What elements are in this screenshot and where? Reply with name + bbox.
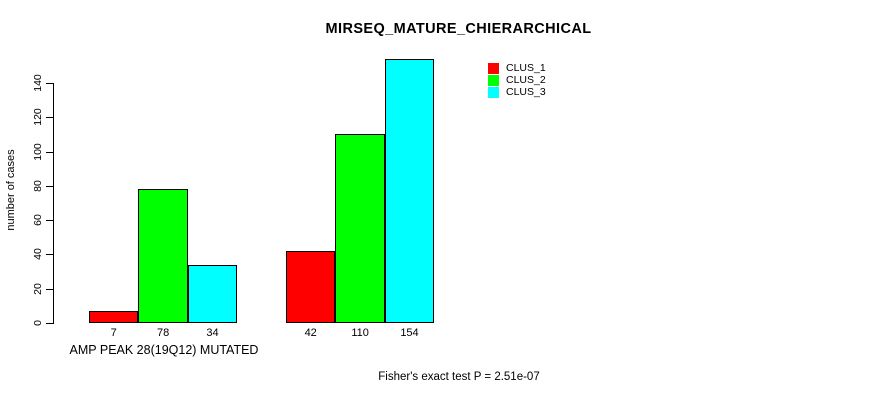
legend-row: CLUS_2 — [488, 74, 546, 86]
legend-swatch-clus-1 — [488, 62, 499, 74]
y-tick — [46, 83, 53, 84]
bar-value-label: 34 — [206, 327, 219, 339]
legend-swatch-clus-3 — [488, 86, 499, 98]
bar-clus-2-group1 — [138, 189, 188, 323]
bar-value-label: 42 — [304, 327, 317, 339]
y-axis-label: number of cases — [5, 149, 17, 231]
legend-swatch-clus-2 — [488, 74, 499, 86]
y-tick-label: 140 — [32, 74, 44, 92]
bar-clus-1-group2 — [286, 251, 336, 323]
y-tick-label: 80 — [32, 180, 44, 192]
y-tick — [46, 220, 53, 221]
legend-label: CLUS_3 — [506, 86, 546, 98]
chart-title: MIRSEQ_MATURE_CHIERARCHICAL — [325, 21, 592, 37]
y-tick-label: 20 — [32, 283, 44, 295]
y-tick — [46, 254, 53, 255]
y-tick — [46, 186, 53, 187]
y-tick-label: 40 — [32, 248, 44, 260]
x-group-label: AMP PEAK 28(19Q12) MUTATED — [69, 343, 259, 357]
y-tick-label: 0 — [32, 320, 44, 326]
legend-row: CLUS_1 — [488, 62, 546, 74]
y-tick — [46, 323, 53, 324]
legend-row: CLUS_3 — [488, 86, 546, 98]
bar-value-label: 154 — [400, 327, 419, 339]
y-tick — [46, 152, 53, 153]
y-tick-label: 100 — [32, 143, 44, 161]
y-tick — [46, 289, 53, 290]
legend-label: CLUS_1 — [506, 62, 546, 74]
bar-clus-2-group2 — [335, 134, 385, 323]
bar-value-label: 7 — [110, 327, 117, 339]
bar-clus-3-group2 — [384, 59, 435, 323]
bar-clus-3-group1 — [187, 265, 238, 323]
y-tick — [46, 117, 53, 118]
y-tick-label: 60 — [32, 214, 44, 226]
legend: CLUS_1 CLUS_2 CLUS_3 — [488, 62, 546, 98]
footer-stat-text: Fisher's exact test P = 2.51e-07 — [378, 371, 540, 383]
y-axis-line — [53, 83, 54, 324]
legend-label: CLUS_2 — [506, 74, 546, 86]
bar-value-label: 110 — [351, 327, 369, 339]
bar-clus-1-group1 — [89, 311, 139, 323]
y-tick-label: 120 — [32, 108, 44, 126]
bar-value-label: 78 — [156, 327, 170, 339]
